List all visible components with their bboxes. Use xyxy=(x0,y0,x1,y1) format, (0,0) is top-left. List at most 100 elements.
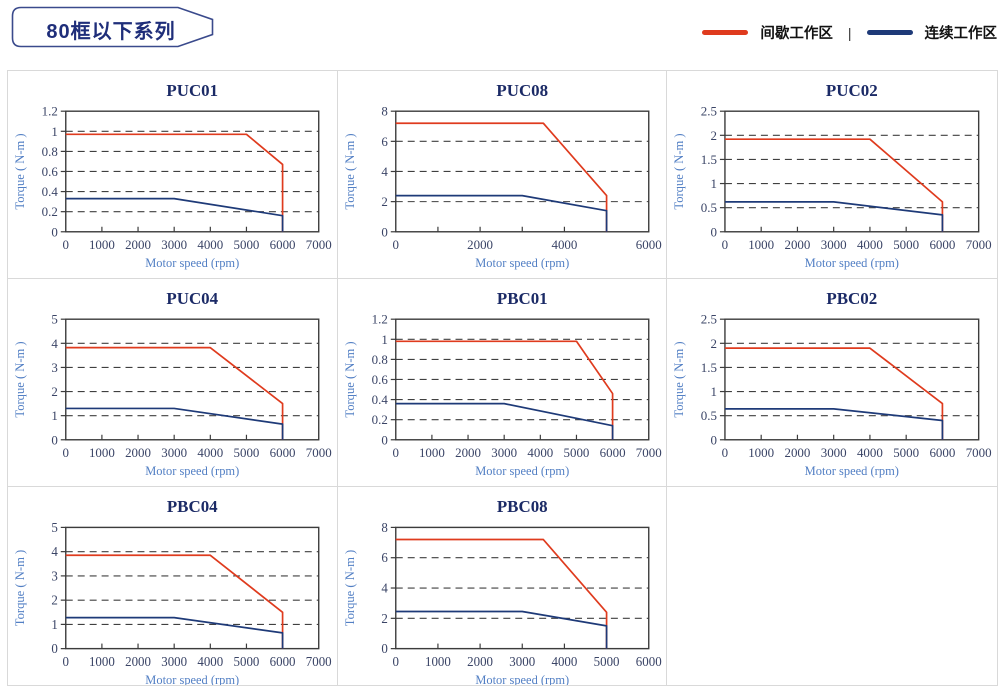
x-tick-label: 2000 xyxy=(125,654,151,669)
legend-separator: | xyxy=(847,24,852,41)
y-tick-label: 1 xyxy=(51,408,57,423)
legend-item-intermittent: 间歇工作区 xyxy=(702,22,833,43)
chart-cell-puc02: PUC02 0 0.5 1 1.5 2 2.5 0 1000 2000 3000 4000 5000 60… xyxy=(667,71,997,279)
continuous-zone-label: 连续工作区 xyxy=(924,26,998,42)
x-tick-label: 3000 xyxy=(509,654,535,669)
x-axis-label: Motor speed (rpm) xyxy=(805,256,899,270)
y-tick-label: 1.2 xyxy=(371,312,387,327)
legend-item-continuous: 连续工作区 xyxy=(866,22,998,43)
x-tick-label: 5000 xyxy=(234,445,260,460)
y-tick-label: 0 xyxy=(381,641,388,656)
x-tick-label: 0 xyxy=(392,654,399,669)
x-tick-label: 3000 xyxy=(161,237,187,252)
chart-pbc02: PBC02 0 0.5 1 1.5 2 2.5 0 1000 2000 3000 4000 5000 60… xyxy=(672,289,992,478)
chart-title: PBC01 xyxy=(497,289,548,308)
chart-puc01: PUC01 0 0.2 0.4 0.6 0.8 1 1.2 0 1000 2000 3000 4000 5… xyxy=(13,81,332,270)
x-tick-label: 5000 xyxy=(234,237,260,252)
y-tick-label: 0 xyxy=(711,224,718,239)
y-tick-label: 3 xyxy=(51,360,57,375)
x-tick-label: 1000 xyxy=(89,237,115,252)
x-tick-label: 0 xyxy=(392,445,398,460)
x-tick-label: 6000 xyxy=(270,237,296,252)
x-tick-label: 4000 xyxy=(551,237,577,252)
chart-cell-pbc04: PBC04 0 1 2 3 4 5 0 1000 2000 3000 4000 5000 6000 7000… xyxy=(8,487,338,685)
y-tick-label: 2 xyxy=(381,611,387,626)
y-tick-label: 1 xyxy=(381,332,387,347)
x-tick-label: 7000 xyxy=(635,445,661,460)
y-tick-label: 5 xyxy=(51,520,57,535)
y-tick-label: 5 xyxy=(51,312,57,327)
legend: 间歇工作区 | 连续工作区 xyxy=(702,22,997,43)
x-tick-label: 1000 xyxy=(89,654,115,669)
x-axis-label: Motor speed (rpm) xyxy=(145,464,239,478)
y-axis-label: Torque ( N-m ) xyxy=(672,341,686,417)
series-line-intermittent xyxy=(725,138,944,232)
y-tick-label: 4 xyxy=(381,580,388,595)
y-tick-label: 4 xyxy=(51,544,58,559)
x-tick-label: 7000 xyxy=(966,445,992,460)
y-axis-label: Torque ( N-m ) xyxy=(13,550,27,626)
x-tick-label: 6000 xyxy=(930,445,956,460)
chart-title: PBC04 xyxy=(167,497,218,516)
intermittent-zone-label: 间歇工作区 xyxy=(760,26,833,42)
x-tick-label: 1000 xyxy=(425,654,451,669)
chart-title: PBC08 xyxy=(497,497,548,516)
chart-cell-pbc08: PBC08 0 2 4 6 8 0 1000 2000 3000 4000 5000 6000 Torqu… xyxy=(337,487,668,685)
intermittent-zone-swatch xyxy=(702,30,749,35)
chart-cell-pbc01: PBC01 0 0.2 0.4 0.6 0.8 1 1.2 0 1000 2000 3000 4000 5… xyxy=(337,279,668,487)
y-axis-label: Torque ( N-m ) xyxy=(13,341,27,417)
y-tick-label: 1.5 xyxy=(701,152,717,167)
x-tick-label: 0 xyxy=(63,237,69,252)
y-axis-label: Torque ( N-m ) xyxy=(343,133,357,209)
x-tick-label: 5000 xyxy=(894,237,920,252)
x-tick-label: 0 xyxy=(722,237,729,252)
series-tag: 80框以下系列 xyxy=(8,6,215,48)
x-tick-label: 2000 xyxy=(467,654,493,669)
x-tick-label: 6000 xyxy=(635,654,661,669)
x-tick-label: 4000 xyxy=(197,654,223,669)
x-tick-label: 2000 xyxy=(785,445,811,460)
x-tick-label: 4000 xyxy=(857,445,883,460)
series-line-intermittent xyxy=(395,538,608,649)
x-tick-label: 6000 xyxy=(270,654,296,669)
series-line-continuous xyxy=(395,610,608,649)
y-tick-label: 0.6 xyxy=(42,164,59,179)
chart-title: PUC01 xyxy=(166,81,218,100)
page-header: 80框以下系列 间歇工作区 | 连续工作区 xyxy=(0,0,1006,70)
y-tick-label: 2.5 xyxy=(701,312,717,327)
y-tick-label: 2 xyxy=(381,194,387,209)
y-tick-label: 0.6 xyxy=(371,372,388,387)
x-tick-label: 4000 xyxy=(551,654,577,669)
y-tick-label: 0 xyxy=(51,224,57,239)
charts-grid: PUC01 0 0.2 0.4 0.6 0.8 1 1.2 0 1000 2000 3000 4000 5… xyxy=(7,70,998,686)
y-axis-label: Torque ( N-m ) xyxy=(13,133,27,209)
chart-puc08: PUC08 0 2 4 6 8 0 2000 4000 6000 Torque ( N-m ) Mot… xyxy=(343,81,662,270)
x-tick-label: 4000 xyxy=(197,237,223,252)
x-tick-label: 4000 xyxy=(857,237,883,252)
y-tick-label: 0.2 xyxy=(42,204,58,219)
y-axis-label: Torque ( N-m ) xyxy=(672,133,686,209)
x-axis-label: Motor speed (rpm) xyxy=(145,673,239,685)
x-axis-label: Motor speed (rpm) xyxy=(145,256,239,270)
y-tick-label: 6 xyxy=(381,550,388,565)
x-tick-label: 5000 xyxy=(563,445,589,460)
y-tick-label: 2 xyxy=(711,128,717,143)
series-tag-label: 80框以下系列 xyxy=(46,21,176,43)
x-tick-label: 1000 xyxy=(419,445,445,460)
x-tick-label: 7000 xyxy=(306,237,332,252)
x-tick-label: 7000 xyxy=(306,654,332,669)
y-tick-label: 4 xyxy=(381,164,388,179)
series-line-continuous xyxy=(65,197,284,232)
x-tick-label: 5000 xyxy=(894,445,920,460)
y-tick-label: 2 xyxy=(51,593,57,608)
y-tick-label: 0 xyxy=(711,432,718,447)
x-tick-label: 7000 xyxy=(966,237,992,252)
chart-title: PBC02 xyxy=(827,289,878,308)
x-tick-label: 6000 xyxy=(270,445,296,460)
y-tick-label: 1 xyxy=(51,617,57,632)
series-line-continuous xyxy=(725,408,944,440)
x-tick-label: 5000 xyxy=(234,654,260,669)
y-tick-label: 1.5 xyxy=(701,360,717,375)
y-tick-label: 1.2 xyxy=(42,104,58,119)
plot-border xyxy=(65,318,320,441)
